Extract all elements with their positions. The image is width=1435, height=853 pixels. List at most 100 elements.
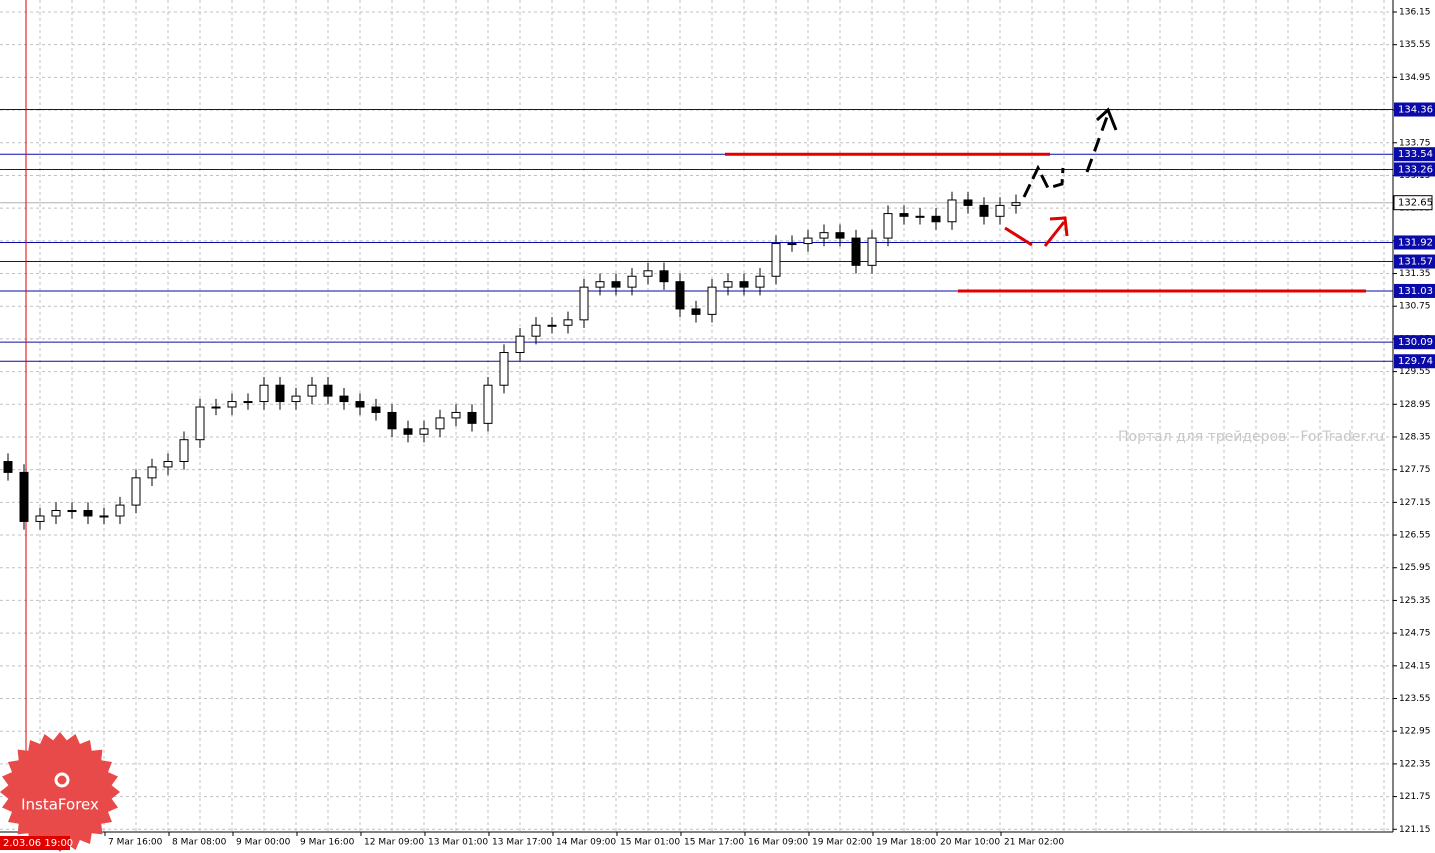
candle-body [19, 471, 29, 522]
logo: InstaForex [0, 732, 120, 852]
candle-body [275, 384, 285, 403]
y-tick-label: 122.35 [1399, 759, 1431, 769]
logo-badge [0, 732, 120, 852]
x-tick-label: 13 Mar 17:00 [492, 838, 552, 848]
candle-body [483, 384, 493, 424]
candle-body [259, 384, 269, 403]
candle-body [403, 428, 413, 435]
candle-body [515, 335, 525, 354]
y-tick-label: 127.15 [1399, 498, 1431, 508]
level-label-bg [1394, 354, 1435, 369]
level-label-bg [1394, 235, 1435, 250]
y-tick-label: 124.15 [1399, 661, 1431, 671]
level-label-bg [1394, 254, 1435, 269]
y-tick-label: 128.95 [1399, 400, 1431, 410]
y-tick-label: 136.15 [1399, 7, 1431, 17]
candle-body [115, 504, 125, 517]
level-label-bg [1394, 335, 1435, 350]
candle-body [755, 275, 765, 288]
y-tick-label: 128.35 [1399, 432, 1431, 442]
y-tick-label: 135.55 [1399, 40, 1431, 50]
candle-body [179, 439, 189, 462]
last-price-bg [1393, 195, 1433, 211]
level-label: 133.26 [1398, 164, 1433, 175]
candle-body [595, 281, 605, 288]
x-tick-label: 7 Mar 16:00 [108, 838, 163, 848]
y-tick-label: 121.75 [1399, 792, 1431, 802]
forecast-arrow [1004, 226, 1033, 247]
candle-body [211, 406, 221, 409]
x-tick-label: 14 Mar 09:00 [556, 838, 616, 848]
y-tick-label: 122.95 [1399, 727, 1431, 737]
level-label-bg [1394, 162, 1435, 177]
y-tick-label: 124.75 [1399, 629, 1431, 639]
candle-body [163, 460, 173, 468]
candle-body [499, 352, 509, 386]
candle-body [467, 411, 477, 424]
price-axis-bg [1393, 0, 1435, 853]
candle-body [579, 286, 589, 321]
y-tick-label: 133.75 [1399, 138, 1431, 148]
x-tick-label: 8 Mar 08:00 [172, 838, 227, 848]
y-tick-label: 129.55 [1399, 367, 1431, 377]
marker-label-bg [0, 836, 70, 850]
candle-body [899, 213, 909, 217]
y-tick-label: 126.55 [1399, 531, 1431, 541]
x-tick-label: 9 Mar 00:00 [236, 838, 291, 848]
x-tick-label: 19 Mar 02:00 [812, 838, 872, 848]
candle-body [659, 270, 669, 283]
candle-body [355, 401, 365, 408]
candle-body [147, 466, 157, 479]
candle-body [707, 286, 717, 315]
candles [3, 191, 1021, 530]
candle-body [963, 199, 973, 206]
candle-body [1011, 202, 1021, 206]
candle-body [627, 275, 637, 288]
arrow-head [1049, 216, 1069, 237]
candle-body [611, 281, 621, 288]
candle-body [451, 411, 461, 419]
y-tick-label: 131.35 [1399, 269, 1431, 279]
level-label: 134.36 [1398, 105, 1433, 116]
candle-body [323, 384, 333, 397]
y-tick-label: 134.95 [1399, 73, 1431, 83]
watermark: Портал для трейдеров - ForTrader.ru [1118, 429, 1384, 445]
last-price-label: 132.65 [1398, 198, 1433, 209]
candle-body [723, 281, 733, 288]
level-label: 133.54 [1398, 149, 1433, 160]
level-label: 129.74 [1398, 356, 1433, 367]
x-tick-label: 9 Mar 16:00 [300, 838, 355, 848]
candle-body [675, 281, 685, 310]
candle-body [67, 510, 77, 513]
y-tick-label: 127.75 [1399, 465, 1431, 475]
candle-body [387, 411, 397, 430]
candle-body [771, 243, 781, 277]
candle-body [547, 324, 557, 327]
x-tick-label: 20 Mar 10:00 [940, 838, 1000, 848]
y-tick-label: 130.75 [1399, 302, 1431, 312]
annotations [1004, 107, 1118, 247]
candle-body [51, 510, 61, 517]
candle-body [819, 232, 829, 239]
candle-body [3, 460, 13, 473]
x-tick-label: 13 Mar 01:00 [428, 838, 488, 848]
logo-icon [54, 772, 70, 788]
arrow-head [1095, 107, 1118, 131]
y-tick-label: 125.35 [1399, 596, 1431, 606]
forecast-arrow [1043, 221, 1066, 247]
y-tick-label: 121.15 [1399, 825, 1431, 835]
candle-body [691, 308, 701, 315]
candle-body [307, 384, 317, 397]
x-tick-label: 19 Mar 18:00 [876, 838, 936, 848]
forecast-arrow [1085, 113, 1110, 173]
candle-body [883, 213, 893, 239]
level-label-bg [1394, 102, 1435, 117]
candle-body [787, 243, 797, 246]
candle-body [643, 270, 653, 277]
y-tick-label: 123.55 [1399, 694, 1431, 704]
x-tick-label: 16 Mar 09:00 [748, 838, 808, 848]
candle-body [531, 324, 541, 337]
candle-body [339, 395, 349, 403]
